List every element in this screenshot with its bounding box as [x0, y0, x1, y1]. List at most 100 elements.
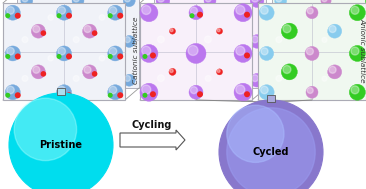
Circle shape	[217, 28, 223, 34]
Circle shape	[322, 76, 327, 81]
Circle shape	[14, 98, 76, 161]
Circle shape	[31, 65, 45, 79]
Circle shape	[236, 46, 245, 55]
Circle shape	[217, 70, 220, 72]
Circle shape	[322, 37, 327, 43]
Circle shape	[21, 74, 33, 86]
Circle shape	[48, 55, 53, 61]
Circle shape	[234, 44, 252, 62]
Circle shape	[21, 36, 33, 47]
Circle shape	[156, 0, 170, 8]
Circle shape	[109, 86, 117, 94]
Circle shape	[72, 74, 84, 86]
Circle shape	[321, 36, 331, 46]
Circle shape	[250, 35, 264, 48]
Bar	[140, 3, 252, 100]
Circle shape	[329, 66, 336, 73]
Circle shape	[307, 88, 313, 93]
Circle shape	[219, 100, 323, 189]
Circle shape	[283, 65, 291, 74]
Circle shape	[276, 75, 282, 81]
Circle shape	[7, 86, 14, 94]
Circle shape	[142, 85, 151, 94]
Circle shape	[244, 52, 250, 58]
Circle shape	[205, 75, 211, 81]
Circle shape	[244, 12, 250, 18]
Circle shape	[5, 93, 10, 98]
Bar	[272, 0, 366, 88]
Circle shape	[150, 52, 156, 58]
Circle shape	[281, 64, 297, 80]
Circle shape	[108, 85, 123, 100]
Circle shape	[56, 93, 61, 98]
Circle shape	[365, 74, 366, 86]
Circle shape	[31, 24, 45, 38]
Circle shape	[41, 30, 46, 36]
Circle shape	[5, 5, 20, 20]
Circle shape	[156, 35, 170, 48]
Circle shape	[58, 86, 66, 94]
Circle shape	[227, 108, 315, 189]
Circle shape	[124, 37, 130, 43]
Circle shape	[276, 0, 282, 2]
FancyArrow shape	[120, 130, 185, 150]
Circle shape	[142, 46, 151, 55]
Bar	[3, 3, 125, 100]
Circle shape	[236, 5, 245, 15]
Circle shape	[156, 74, 170, 87]
Circle shape	[123, 0, 135, 7]
Text: Pristine: Pristine	[40, 140, 82, 150]
Text: Cycling: Cycling	[132, 120, 172, 130]
Circle shape	[47, 14, 58, 25]
Circle shape	[92, 71, 97, 77]
Circle shape	[66, 53, 72, 59]
Circle shape	[117, 13, 123, 19]
Bar	[57, 88, 65, 95]
Circle shape	[321, 0, 331, 6]
Circle shape	[56, 54, 61, 59]
Circle shape	[56, 5, 71, 20]
Circle shape	[170, 69, 173, 73]
Circle shape	[7, 47, 14, 55]
Circle shape	[227, 105, 284, 162]
Circle shape	[56, 85, 71, 100]
Circle shape	[83, 65, 97, 79]
Circle shape	[190, 13, 194, 18]
Circle shape	[66, 13, 72, 19]
Circle shape	[169, 28, 175, 34]
Circle shape	[99, 15, 105, 20]
Circle shape	[259, 5, 274, 20]
Circle shape	[15, 53, 21, 59]
Circle shape	[306, 86, 318, 98]
Circle shape	[108, 13, 113, 18]
Circle shape	[22, 0, 28, 2]
Circle shape	[99, 55, 105, 61]
Circle shape	[275, 74, 287, 86]
Circle shape	[197, 12, 203, 18]
Circle shape	[365, 0, 366, 7]
Circle shape	[124, 75, 130, 81]
Circle shape	[5, 13, 10, 18]
Circle shape	[261, 48, 268, 55]
Circle shape	[189, 6, 203, 20]
Circle shape	[217, 69, 223, 75]
Circle shape	[259, 85, 274, 100]
Circle shape	[205, 0, 211, 2]
Circle shape	[259, 46, 274, 60]
Circle shape	[169, 68, 176, 75]
Circle shape	[205, 36, 211, 43]
Text: Cationic sublattice: Cationic sublattice	[133, 16, 139, 84]
Circle shape	[203, 35, 217, 48]
Circle shape	[251, 36, 258, 43]
Circle shape	[170, 29, 173, 32]
Circle shape	[22, 75, 28, 81]
Circle shape	[72, 0, 84, 7]
Circle shape	[92, 30, 97, 36]
Circle shape	[109, 47, 117, 55]
Circle shape	[9, 93, 113, 189]
Circle shape	[234, 4, 252, 22]
Circle shape	[5, 85, 20, 100]
Circle shape	[108, 5, 123, 20]
Circle shape	[190, 7, 197, 14]
Circle shape	[83, 24, 97, 38]
